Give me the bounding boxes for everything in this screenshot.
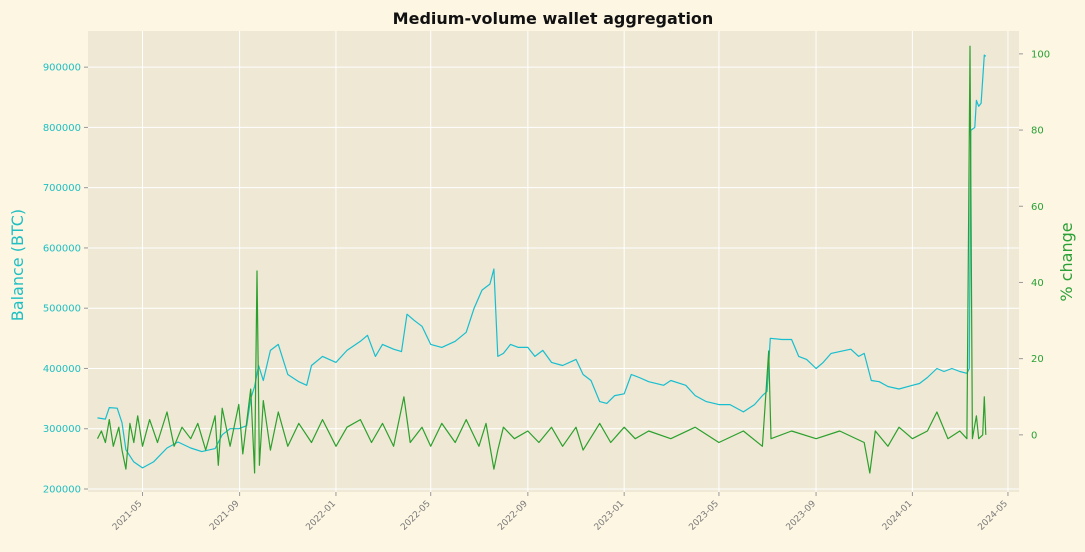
y-right-tick-label: 100 [1031, 49, 1050, 60]
y-right-tick-label: 20 [1031, 354, 1044, 365]
y-axis-right-label: % change [1057, 222, 1076, 301]
y-axis-left-label: Balance (BTC) [8, 209, 27, 321]
x-tick-label: 2022-01 [304, 499, 338, 533]
x-tick-label: 2023-09 [785, 499, 819, 533]
y-left-tick-label: 300000 [43, 424, 81, 435]
series-layer [96, 45, 987, 474]
y-right-tick-label: 60 [1031, 202, 1044, 213]
y-left-tick-label: 500000 [43, 304, 81, 315]
x-tick-label: 2021-05 [111, 499, 145, 533]
y-left-tick-label: 900000 [43, 63, 81, 74]
y-left-tick-label: 200000 [43, 484, 81, 495]
x-tick-label: 2023-05 [687, 499, 721, 533]
x-tick-label: 2021-09 [208, 499, 242, 533]
y-right-tick-label: 0 [1031, 430, 1037, 441]
y-left-tick-label: 700000 [43, 183, 81, 194]
pct-change-series-line [96, 45, 987, 474]
y-left-tick-label: 400000 [43, 364, 81, 375]
x-tick-label: 2022-09 [496, 499, 530, 533]
chart-title: Medium-volume wallet aggregation [393, 9, 714, 28]
grid-layer [88, 31, 1019, 492]
x-tick-label: 2022-05 [399, 499, 433, 533]
x-tick-label: 2024-05 [976, 499, 1010, 533]
y-left-tick-label: 600000 [43, 243, 81, 254]
x-tick-label: 2023-01 [593, 499, 627, 533]
y-right-tick-label: 40 [1031, 278, 1044, 289]
y-left-tick-label: 800000 [43, 123, 81, 134]
x-tick-label: 2024-01 [881, 499, 915, 533]
y-right-tick-label: 80 [1031, 126, 1044, 137]
plot-background [88, 31, 1019, 492]
